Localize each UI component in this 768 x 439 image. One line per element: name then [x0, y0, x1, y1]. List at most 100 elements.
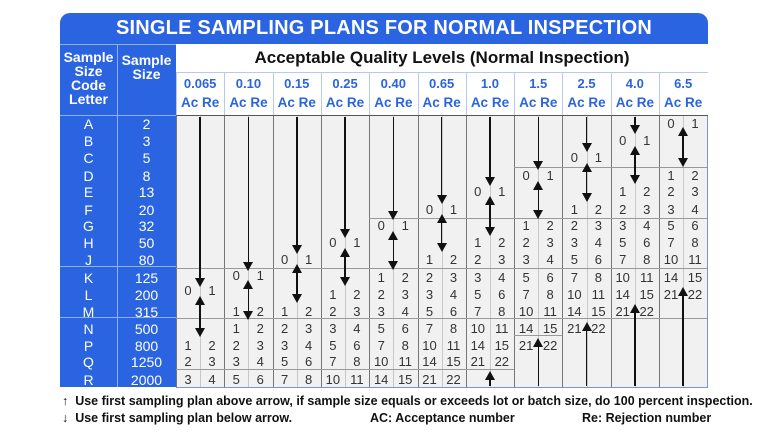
- ac-value: 1: [522, 218, 530, 233]
- re-value: 8: [353, 354, 361, 369]
- sample-size: 200: [134, 287, 159, 303]
- re-value: 1: [304, 252, 313, 267]
- code-letter: H: [83, 235, 94, 251]
- divider: [659, 72, 660, 115]
- ac-value: 1: [184, 338, 192, 353]
- ac-value: 14: [422, 354, 437, 369]
- re-value: 1: [643, 133, 651, 148]
- ac-value: 7: [522, 287, 530, 302]
- ac-value: 1: [232, 304, 240, 319]
- up-down-arrow-icon: [678, 127, 689, 136]
- up-down-arrow-icon: [581, 193, 592, 202]
- re-value: 4: [449, 287, 458, 302]
- divider: [369, 72, 371, 115]
- up-down-arrow-icon: [291, 294, 302, 303]
- divider: [176, 268, 707, 269]
- ac-value: 3: [377, 304, 385, 319]
- divider: [224, 116, 226, 387]
- down-arrow-icon: [489, 117, 491, 178]
- re-value: 4: [401, 304, 409, 319]
- ac-value: 10: [325, 372, 341, 387]
- aql-level: 2.5: [577, 76, 596, 91]
- ac-value: 2: [425, 270, 434, 285]
- ac-value: 14: [615, 287, 630, 302]
- ac-value: 0: [474, 184, 482, 199]
- up-down-arrow-icon: [537, 189, 539, 211]
- footer-up-note: ↑ Use first sampling plan above arrow, i…: [62, 394, 753, 408]
- up-down-arrow-icon: [195, 328, 206, 337]
- down-arrow-icon: [340, 229, 351, 238]
- code-letter: B: [83, 133, 94, 149]
- code-letter: G: [83, 218, 94, 234]
- ac-value: 5: [280, 354, 289, 369]
- ac-re-label: Ac Re: [374, 95, 413, 110]
- down-arrow-icon: [629, 125, 640, 134]
- ac-value: 14: [567, 304, 582, 319]
- ac-re-label: Ac Re: [519, 95, 558, 110]
- re-value: 3: [256, 338, 264, 353]
- down-arrow-icon: [533, 161, 544, 170]
- up-down-arrow-icon: [489, 204, 491, 228]
- ac-value: 3: [425, 287, 434, 302]
- divider: [659, 116, 660, 387]
- ac-value: 0: [329, 235, 337, 250]
- re-value: 2: [353, 287, 361, 302]
- down-arrow-icon: [634, 117, 636, 126]
- down-arrow-icon: [537, 117, 539, 162]
- sample-size: 8: [142, 168, 151, 184]
- ac-value: 2: [474, 252, 482, 267]
- ac-value: 2: [522, 235, 530, 250]
- divider: [320, 72, 322, 115]
- divider: [176, 115, 708, 116]
- re-value: 11: [495, 321, 509, 336]
- sample-size: 1250: [130, 354, 163, 370]
- re-value: 4: [594, 235, 602, 250]
- divider: [60, 115, 176, 116]
- up-down-arrow-icon: [340, 248, 351, 257]
- re-value: 11: [446, 338, 461, 353]
- sample-size-header: Sample Size: [117, 53, 176, 81]
- aql-level: 0.65: [428, 76, 455, 91]
- re-value: 6: [594, 252, 602, 267]
- ac-value: 10: [518, 304, 534, 319]
- sample-size: 13: [138, 184, 155, 200]
- divider: [514, 335, 563, 336]
- code-letter: J: [85, 252, 92, 268]
- ac-value: 7: [280, 372, 289, 387]
- ac-value: 2: [329, 304, 337, 319]
- ac-value: 10: [615, 270, 630, 285]
- aql-level: 0.40: [380, 76, 406, 91]
- ac-value: 0: [522, 168, 530, 183]
- code-letter: A: [83, 116, 94, 132]
- re-value: 1: [256, 268, 264, 283]
- ac-value: 0: [570, 150, 578, 165]
- up-arrow-icon: [537, 346, 539, 386]
- ac-value: 14: [373, 372, 389, 387]
- re-value: 3: [546, 235, 554, 250]
- ac-value: 0: [619, 133, 627, 148]
- ac-value: 5: [425, 304, 434, 319]
- divider: [465, 116, 467, 387]
- ac-value: 7: [474, 304, 482, 319]
- ac-value: 10: [663, 252, 679, 267]
- re-value: 15: [687, 270, 703, 285]
- re-value: 22: [639, 304, 654, 319]
- ac-value: 14: [663, 270, 679, 285]
- up-arrow-icon: [581, 322, 592, 331]
- ac-value: 3: [184, 372, 192, 387]
- ac-value: 5: [667, 218, 675, 233]
- ac-value: 14: [470, 338, 486, 353]
- ac-value: 2: [280, 321, 289, 336]
- up-down-arrow-icon: [682, 135, 684, 159]
- re-value: 15: [397, 372, 413, 387]
- ac-re-label: Ac Re: [664, 95, 703, 110]
- sample-size: 125: [134, 270, 159, 286]
- divider: [465, 72, 467, 115]
- divider: [176, 318, 707, 319]
- ac-value: 7: [329, 354, 337, 369]
- divider: [176, 72, 708, 73]
- ac-re-label: Ac Re: [229, 95, 268, 110]
- divider: [320, 116, 322, 387]
- re-value: 22: [687, 287, 703, 302]
- divider: [117, 44, 118, 387]
